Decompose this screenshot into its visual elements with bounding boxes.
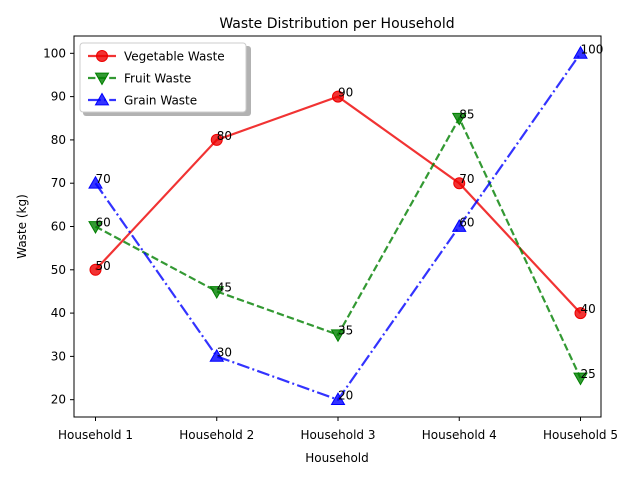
data-label: 70 [96, 172, 111, 186]
y-axis-label: Waste (kg) [15, 194, 29, 259]
legend-marker [94, 92, 110, 106]
y-tick-label: 100 [43, 46, 66, 60]
y-tick-label: 80 [51, 133, 66, 147]
data-point [209, 348, 225, 362]
data-label: 20 [338, 389, 353, 403]
x-tick-label: Household 3 [301, 428, 376, 442]
data-label: 25 [581, 367, 596, 381]
legend-label: Fruit Waste [124, 72, 191, 86]
data-point [573, 45, 588, 59]
data-point [210, 133, 223, 146]
y-tick-label: 30 [51, 349, 66, 363]
legend-label: Grain Waste [124, 94, 197, 108]
y-tick-label: 90 [51, 90, 66, 104]
data-label: 70 [459, 172, 474, 186]
x-tick-label: Household 1 [58, 428, 133, 442]
chart-title: Waste Distribution per Household [219, 16, 454, 32]
data-label: 40 [581, 302, 596, 316]
legend-marker [94, 72, 110, 86]
data-point [88, 175, 103, 189]
data-label-layer: 50 80 90 70 40 60 45 35 85 25 70 30 20 60 100 [96, 42, 604, 402]
data-label: 100 [581, 42, 604, 56]
y-tick-label: 50 [51, 263, 66, 277]
y-tick-label: 20 [51, 393, 66, 407]
data-label: 30 [217, 345, 232, 359]
data-label: 85 [459, 107, 474, 121]
data-point [451, 218, 467, 232]
axes-layer: Household 1 Household 2 Household 3 Househo… [43, 35, 618, 442]
x-axis-label: Household [305, 451, 369, 465]
data-label: 45 [217, 280, 232, 294]
data-point [209, 286, 225, 299]
x-tick-label: Household 5 [543, 428, 618, 442]
y-tick-label: 40 [51, 306, 66, 320]
y-tick-label: 70 [51, 176, 66, 190]
data-point [573, 372, 588, 386]
data-point [330, 392, 346, 406]
x-tick-label: Household 4 [422, 428, 497, 442]
legend-box [79, 42, 247, 113]
y-tick-label: 60 [51, 220, 66, 234]
data-point [89, 263, 102, 276]
data-label: 50 [96, 259, 111, 273]
data-label: 90 [338, 86, 353, 100]
data-point [330, 329, 346, 343]
data-label: 80 [217, 129, 232, 143]
data-point [574, 307, 587, 320]
data-point [88, 221, 103, 235]
data-label: 60 [96, 216, 111, 230]
legend-label: Vegetable Waste [124, 50, 225, 64]
legend-marker [96, 50, 108, 62]
series-layer [88, 45, 588, 406]
data-point [451, 112, 467, 126]
data-label: 60 [459, 216, 474, 230]
legend: Vegetable Waste Fruit Waste Grain Waste [79, 42, 251, 116]
data-point [453, 177, 466, 190]
data-point [332, 90, 344, 103]
x-tick-label: Household 2 [179, 428, 254, 442]
data-label: 35 [338, 324, 353, 338]
